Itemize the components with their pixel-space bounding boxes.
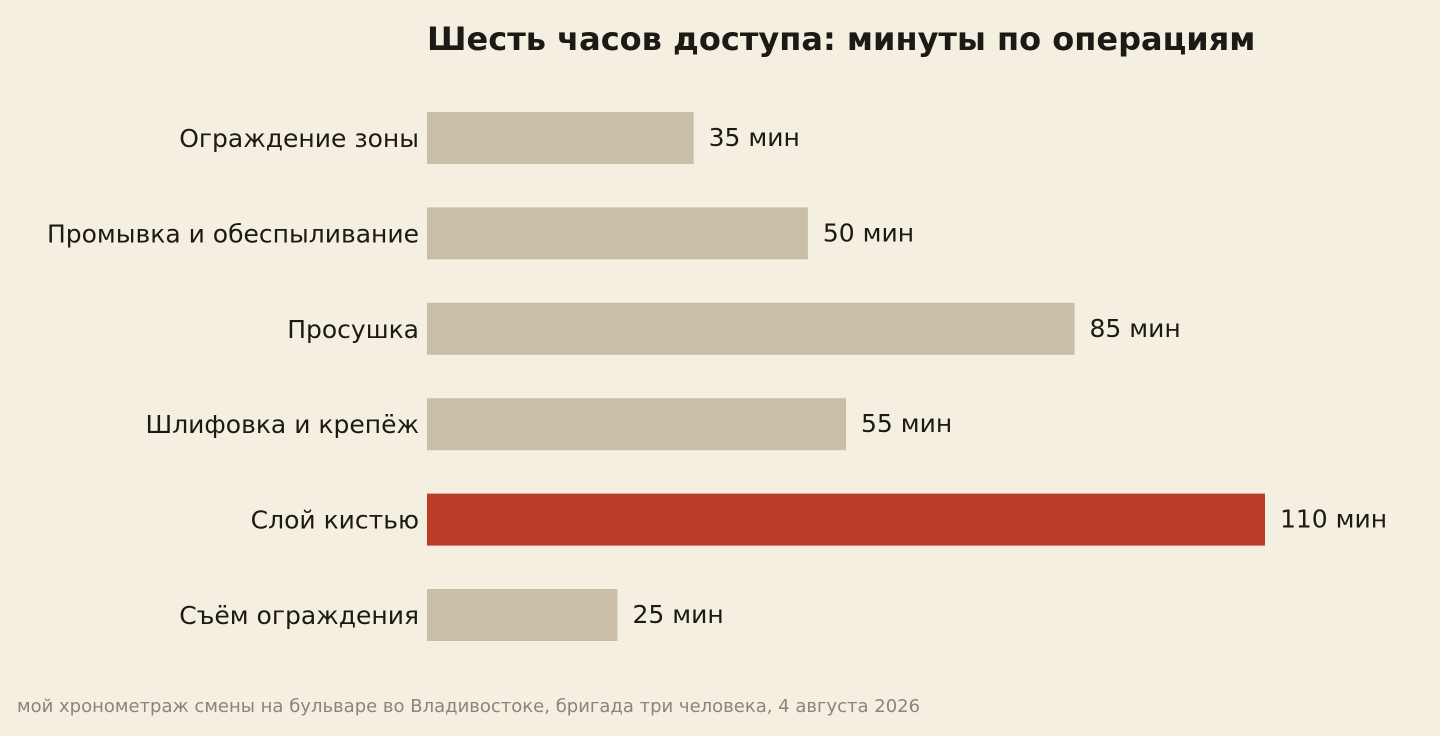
category-label: Ограждение зоны	[179, 124, 419, 153]
bars-group: Ограждение зоны 35 мин Промывка и обеспыли…	[47, 112, 1387, 641]
value-label: 50 мин	[823, 218, 914, 247]
bar	[427, 112, 694, 164]
chart-title: Шесть часов доступа: минуты по операциям	[427, 20, 1255, 58]
category-label: Шлифовка и крепёж	[145, 410, 419, 439]
category-label: Слой кистью	[251, 506, 419, 535]
value-label: 85 мин	[1090, 314, 1181, 343]
bar	[427, 493, 1265, 546]
bar	[427, 207, 808, 260]
bar	[427, 589, 618, 641]
bar	[427, 302, 1075, 355]
category-label: Съём ограждения	[179, 601, 419, 630]
value-label: 35 мин	[709, 123, 800, 152]
bar	[427, 398, 846, 451]
value-label: 25 мин	[632, 600, 723, 629]
value-label: 110 мин	[1280, 505, 1387, 534]
category-label: Просушка	[287, 315, 419, 344]
category-label: Промывка и обеспыливание	[47, 219, 419, 248]
chart-footnote: мой хронометраж смены на бульваре во Вла…	[17, 696, 921, 717]
value-label: 55 мин	[861, 409, 952, 438]
